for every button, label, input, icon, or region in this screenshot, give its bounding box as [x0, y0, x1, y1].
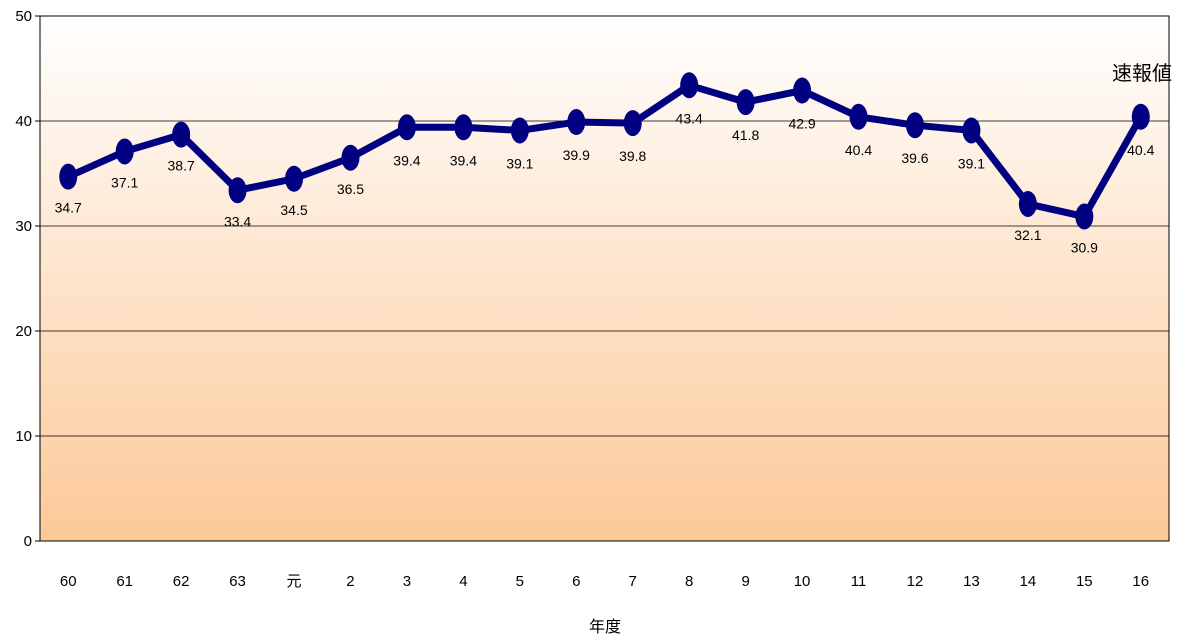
x-tick-label: 8 — [685, 573, 693, 590]
series-line — [64, 81, 1145, 221]
x-tick-label: 3 — [403, 573, 411, 590]
data-point — [397, 114, 416, 141]
data-label: 43.4 — [676, 110, 703, 126]
data-label: 40.4 — [845, 142, 872, 158]
data-label: 41.8 — [732, 127, 759, 143]
y-axis: 0 10 20 30 40 50 — [15, 8, 40, 550]
y-tick-label-30: 30 — [15, 218, 32, 235]
x-tick-label: 4 — [459, 573, 467, 590]
x-tick-label: 12 — [907, 573, 924, 590]
data-label: 32.1 — [1014, 227, 1041, 243]
data-point — [59, 163, 78, 190]
x-tick-label: 16 — [1132, 573, 1149, 590]
data-label: 39.4 — [393, 152, 420, 168]
data-label: 33.4 — [224, 213, 251, 229]
x-axis-label: 年度 — [589, 618, 621, 636]
data-point — [793, 77, 812, 104]
data-points — [59, 72, 1150, 230]
x-axis: 60 61 62 63 元 2 3 4 5 6 7 8 9 10 11 12 13 14 15 16 — [60, 573, 1149, 590]
y-tick-label-40: 40 — [15, 113, 32, 130]
data-point — [567, 109, 586, 136]
data-label: 34.5 — [280, 202, 307, 218]
data-label: 39.4 — [450, 152, 477, 168]
x-tick-label: 9 — [741, 573, 749, 590]
data-point — [905, 112, 924, 139]
data-label: 39.8 — [619, 148, 646, 164]
x-tick-label: 6 — [572, 573, 580, 590]
x-tick-label: 61 — [116, 573, 133, 590]
data-label: 30.9 — [1071, 240, 1098, 256]
data-point — [962, 117, 981, 144]
data-point — [454, 114, 473, 141]
x-tick-label: 14 — [1020, 573, 1037, 590]
y-tick-label-10: 10 — [15, 428, 32, 445]
annotation-preliminary: 速報値 — [1112, 62, 1172, 85]
x-tick-label: 10 — [794, 573, 811, 590]
data-point — [341, 144, 360, 171]
data-label: 34.7 — [55, 200, 82, 216]
data-label: 40.4 — [1127, 142, 1154, 158]
data-point — [228, 177, 247, 204]
data-point — [1018, 190, 1037, 217]
data-labels: 34.7 37.1 38.7 33.4 34.5 36.5 39.4 39.4 39.1 39.9… — [55, 110, 1155, 255]
data-label: 39.6 — [901, 150, 928, 166]
x-tick-label: 元 — [287, 573, 302, 590]
x-tick-label: 2 — [346, 573, 354, 590]
y-tick-label-50: 50 — [15, 8, 32, 25]
data-point — [736, 89, 755, 116]
data-point — [1131, 103, 1150, 130]
data-point — [623, 110, 642, 137]
data-label: 36.5 — [337, 181, 364, 197]
x-tick-label: 15 — [1076, 573, 1093, 590]
data-label: 37.1 — [111, 174, 138, 190]
data-point — [172, 121, 191, 148]
x-tick-label: 63 — [229, 573, 246, 590]
plot-area — [39, 15, 1170, 542]
x-tick-label: 62 — [173, 573, 190, 590]
x-tick-label: 5 — [516, 573, 524, 590]
x-tick-label: 60 — [60, 573, 77, 590]
x-tick-label: 13 — [963, 573, 980, 590]
data-label: 39.1 — [506, 155, 533, 171]
x-tick-label: 7 — [629, 573, 637, 590]
data-point — [285, 165, 304, 192]
data-point — [510, 117, 529, 144]
data-label: 39.9 — [563, 147, 590, 163]
data-label: 39.1 — [958, 155, 985, 171]
data-label: 42.9 — [788, 116, 815, 132]
y-tick-label-0: 0 — [24, 533, 32, 550]
data-label: 38.7 — [168, 158, 195, 174]
x-tick-label: 11 — [851, 573, 867, 590]
data-point — [1075, 203, 1094, 230]
y-tick-label-20: 20 — [15, 323, 32, 340]
data-point — [115, 138, 134, 165]
data-point — [849, 103, 868, 130]
data-point — [680, 72, 699, 99]
